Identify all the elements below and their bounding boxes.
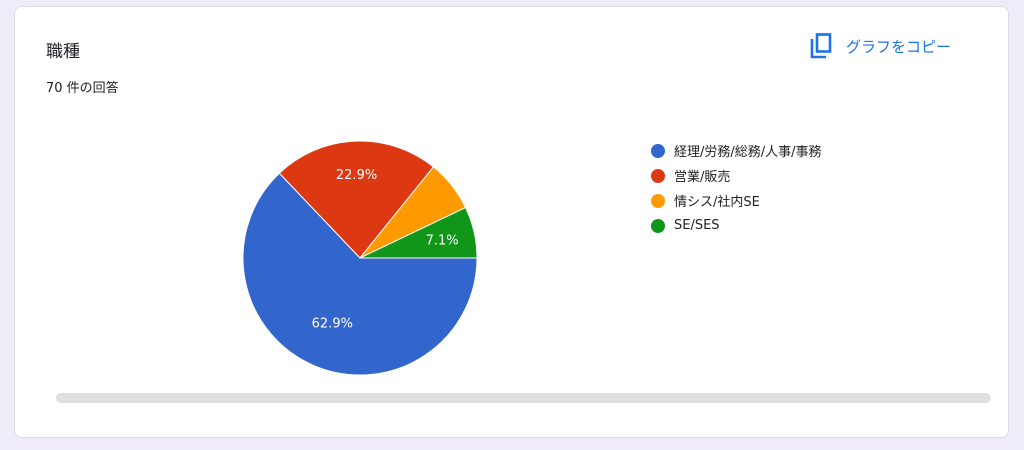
copy-chart-label: グラフをコピー bbox=[846, 37, 952, 56]
horizontal-scrollbar[interactable] bbox=[56, 393, 991, 403]
copy-chart-button[interactable]: グラフをコピー bbox=[810, 33, 951, 59]
legend-label: 営業/販売 bbox=[674, 170, 731, 185]
legend-swatch bbox=[651, 193, 665, 208]
legend-item[interactable]: 情シス/社内SE bbox=[651, 188, 822, 213]
pie-slice[interactable] bbox=[278, 140, 435, 259]
copy-icon bbox=[810, 33, 832, 59]
legend-label: 経理/労務/総務/人事/事務 bbox=[674, 145, 822, 160]
legend-swatch bbox=[651, 143, 665, 158]
question-title: 職種 bbox=[46, 42, 80, 62]
legend-item[interactable]: SE/SES bbox=[651, 213, 822, 238]
legend-label: SE/SES bbox=[674, 218, 720, 233]
slice-data-label: 62.9% bbox=[312, 317, 353, 332]
legend: 経理/労務/総務/人事/事務 営業/販売情シス/社内SE SE/SES bbox=[651, 138, 822, 238]
pie-slice[interactable] bbox=[242, 172, 478, 376]
slice-data-label: 7.1% bbox=[426, 233, 459, 248]
chart-card: 職種 70 件の回答 グラフをコピー 62.9% 22.9% 7.1% 経理/労務/… bbox=[14, 6, 1009, 438]
legend-swatch bbox=[651, 168, 665, 183]
legend-swatch bbox=[651, 218, 665, 233]
slice-data-label: 22.9% bbox=[336, 168, 377, 183]
legend-item[interactable]: 経理/労務/総務/人事/事務 bbox=[651, 138, 822, 163]
legend-item[interactable]: 営業/販売 bbox=[651, 163, 822, 188]
legend-label: 情シス/社内SE bbox=[674, 195, 760, 210]
response-count: 70 件の回答 bbox=[46, 81, 119, 96]
pie-chart: 62.9% 22.9% 7.1% bbox=[242, 140, 478, 376]
pie-slice[interactable] bbox=[359, 206, 478, 259]
